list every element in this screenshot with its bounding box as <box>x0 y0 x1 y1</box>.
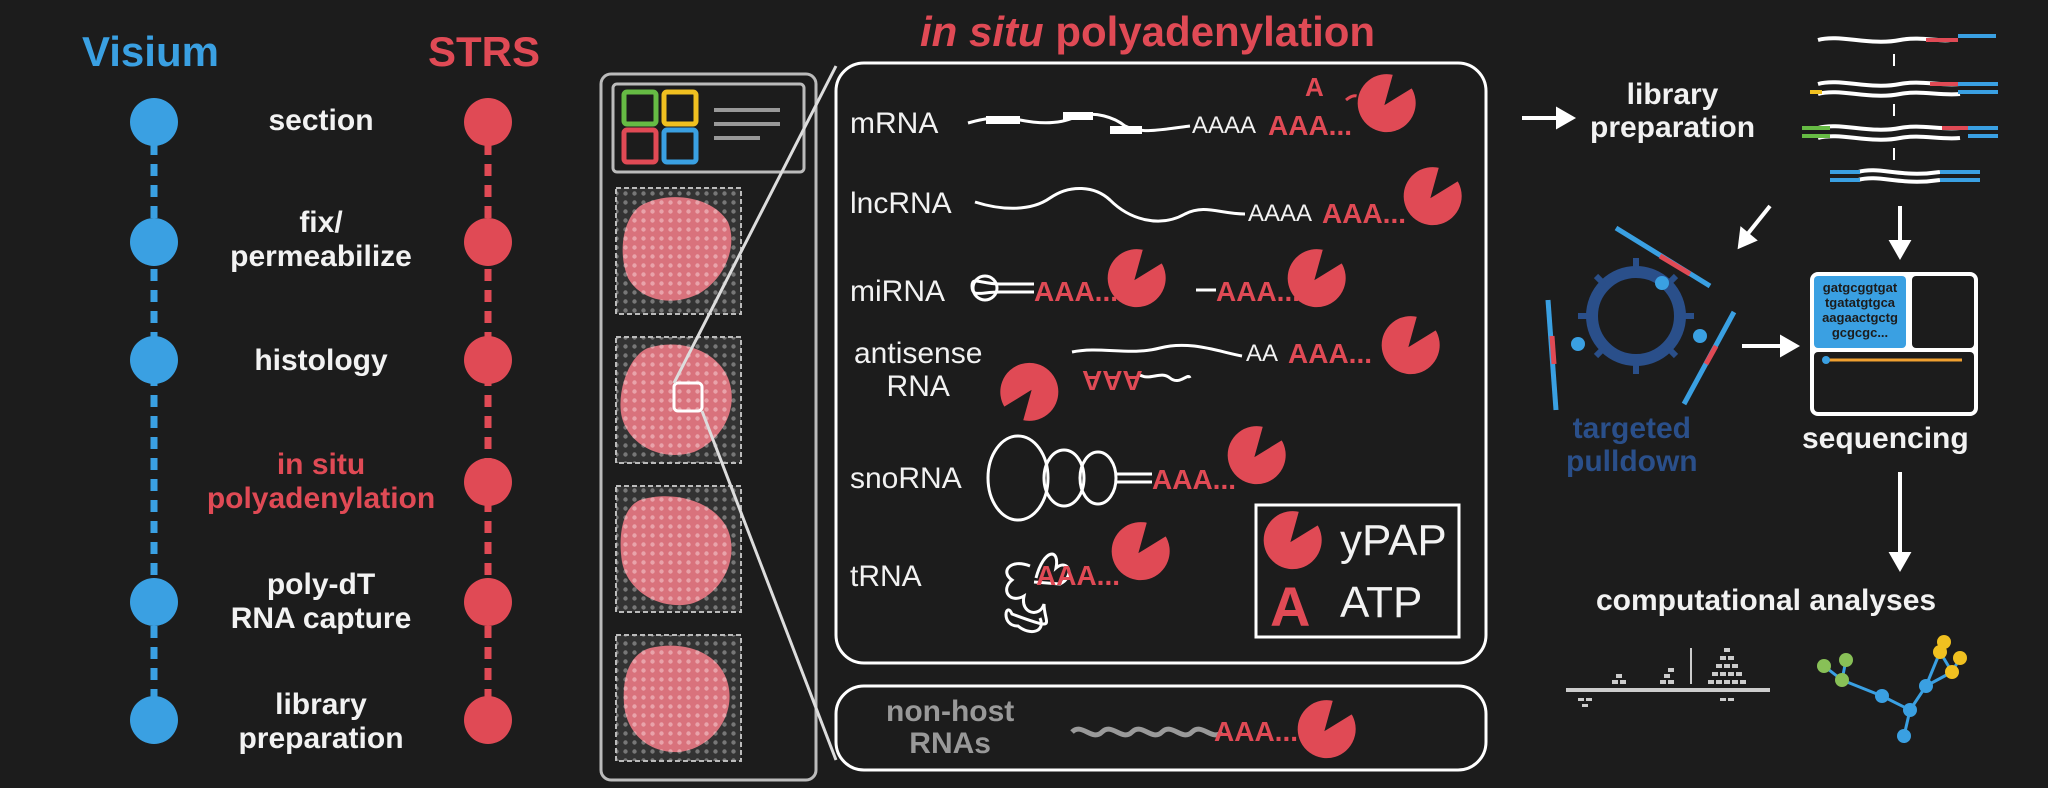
label-nonhost-rnas: non-host RNAs <box>886 695 1015 760</box>
ypap-icon <box>1401 165 1464 228</box>
label-targeted-pulldown: targeted pulldown <box>1566 412 1698 478</box>
library-fragments <box>1802 34 1998 184</box>
strs-node-capture <box>464 578 512 626</box>
legend-box <box>1254 503 1461 639</box>
strs-header: STRS <box>428 28 541 75</box>
label-computational-analyses: computational analyses <box>1596 584 1937 617</box>
antisense-tail-red: AAA... <box>1288 338 1372 369</box>
strs-node-histology <box>464 336 512 384</box>
strs-nodes <box>464 98 512 744</box>
analysis-network-icon <box>1817 635 1967 743</box>
mrna-atp-a: A <box>1305 72 1324 102</box>
visium-node-capture <box>130 578 178 626</box>
label-mrna: mRNA <box>850 107 939 140</box>
seq-line: gcgcgc... <box>1831 325 1889 340</box>
label-lncrna: lncRNA <box>850 187 952 220</box>
right-arrows <box>1522 106 1912 573</box>
antisense-tail-plain: AA <box>1246 340 1279 367</box>
mrna-tail-red: AAA... <box>1268 110 1352 141</box>
legend-ypap-label: yPAP <box>1340 516 1447 565</box>
capture-area-2 <box>615 336 742 464</box>
pulldown-bead-icon <box>1545 225 1737 411</box>
seq-line: gatgcggtgat <box>1822 280 1898 295</box>
step-poly-dt-capture: poly-dT RNA capture <box>230 568 412 635</box>
ypap-icon <box>1355 72 1418 135</box>
lncrna-tail-plain: AAAA <box>1248 200 1313 227</box>
title-rest: polyadenylation <box>1043 8 1376 55</box>
visium-node-fix <box>130 218 178 266</box>
nonhost-box <box>834 684 1488 772</box>
capture-area-3 <box>615 485 742 613</box>
ypap-icon <box>1295 698 1358 761</box>
visium-node-section <box>130 98 178 146</box>
capture-area-1 <box>615 187 742 315</box>
label-library-preparation: library preparation <box>1590 78 1756 144</box>
zoom-line-bottom <box>700 410 838 761</box>
seq-line: tgatatgtgca <box>1824 295 1896 310</box>
visium-header: Visium <box>82 28 219 75</box>
mirna-tail-red-1: AAA... <box>1034 276 1118 307</box>
lncrna-molecule <box>974 165 1464 228</box>
visium-node-histology <box>130 336 178 384</box>
analysis-histogram-icon <box>1566 648 1770 707</box>
step-section: section <box>268 104 374 137</box>
legend-ypap-icon <box>1261 509 1324 572</box>
label-snorna: snoRNA <box>850 462 962 495</box>
visium-slide <box>599 72 818 782</box>
slide-label-icon <box>621 89 780 165</box>
seq-line: aagaactgctg <box>1822 310 1898 325</box>
antisense-rev-tail: AAA <box>1082 365 1143 396</box>
nonhost-tail-red: AAA... <box>1214 716 1298 747</box>
ypap-icon <box>998 360 1061 423</box>
label-trna: tRNA <box>850 560 922 593</box>
step-fix-permeabilize: fix/ permeabilize <box>230 206 412 273</box>
pipeline-lines <box>130 98 512 744</box>
mirna-tail-red-2: AAA... <box>1216 276 1300 307</box>
mrna-tail-plain: AAAA <box>1192 112 1257 139</box>
legend-a-letter: A <box>1270 575 1311 638</box>
strs-node-section <box>464 98 512 146</box>
nonhost-molecule <box>1070 698 1358 761</box>
sequence-readout: gatgcggtgat tgatatgtgca aagaactgctg gcgc… <box>1816 280 1904 340</box>
visium-node-library <box>130 696 178 744</box>
title-italic: in situ <box>920 8 1044 55</box>
label-mirna: miRNA <box>850 275 945 308</box>
page-title: in situ polyadenylation <box>920 8 1375 56</box>
sequencer-icon <box>1810 272 1978 416</box>
strs-node-fix <box>464 218 512 266</box>
visium-nodes <box>130 98 178 744</box>
trna-molecule <box>1004 520 1172 634</box>
label-sequencing: sequencing <box>1802 422 1969 455</box>
strs-node-library <box>464 696 512 744</box>
step-histology: histology <box>254 344 388 377</box>
snorna-tail-red: AAA... <box>1152 464 1236 495</box>
legend-atp-label: ATP <box>1340 578 1423 627</box>
step-in-situ-polyadenylation: in situ polyadenylation <box>206 448 436 515</box>
step-library-preparation: library preparation <box>238 688 404 755</box>
mirna-molecule <box>970 247 1348 310</box>
polyadenylation-box <box>834 61 1488 665</box>
strs-node-polyadenylation <box>464 458 512 506</box>
ypap-icon <box>1379 314 1442 377</box>
lncrna-tail-red: AAA... <box>1322 198 1406 229</box>
mrna-molecule <box>967 72 1418 135</box>
label-antisense-rna: antisense RNA <box>854 337 983 403</box>
snorna-molecule <box>986 424 1288 522</box>
capture-area-4 <box>615 634 742 762</box>
zoom-line-top <box>672 65 838 384</box>
trna-tail-red: AAA... <box>1036 560 1120 591</box>
antisense-molecule <box>998 314 1442 423</box>
